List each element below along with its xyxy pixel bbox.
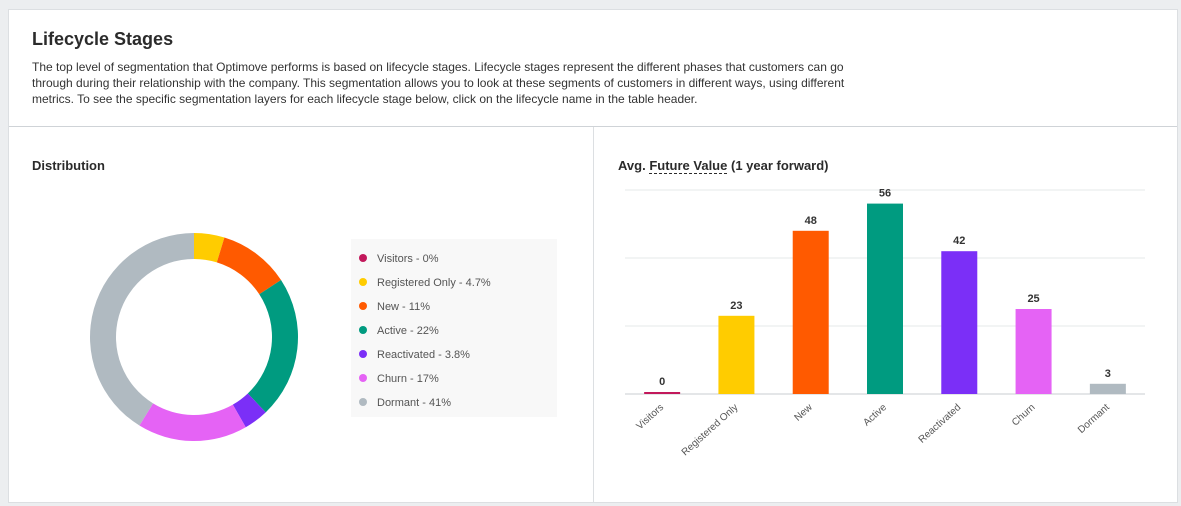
future-value-title-suffix: (1 year forward): [730, 158, 829, 173]
distribution-title: Distribution: [32, 158, 105, 173]
bar-churn[interactable]: [1015, 309, 1052, 394]
legend-item-active[interactable]: Active - 22%: [359, 324, 439, 338]
bar-value-label: 48: [805, 215, 817, 227]
legend-label: Reactivated - 3.8%: [377, 349, 470, 361]
future-value-title: Avg. Future Value (1 year forward): [618, 158, 829, 174]
donut-slice-dormant[interactable]: [89, 233, 194, 426]
bar-value-label: 23: [730, 300, 742, 312]
donut-slice-active[interactable]: [247, 280, 298, 413]
card-header: Lifecycle Stages The top level of segmen…: [9, 10, 1177, 127]
future-value-link[interactable]: Future Value: [649, 158, 728, 174]
x-tick-label-churn[interactable]: Churn: [1010, 402, 1038, 428]
legend-dot-icon: [359, 302, 367, 311]
bar-active[interactable]: [867, 203, 903, 394]
bar-new[interactable]: [792, 230, 829, 394]
x-tick-label-reactivated[interactable]: Reactivated: [917, 402, 964, 446]
legend-item-dormant[interactable]: Dormant - 41%: [359, 396, 451, 410]
bar-visitors[interactable]: [644, 392, 681, 394]
legend-dot-icon: [359, 326, 367, 335]
legend-label: Active - 22%: [377, 325, 439, 337]
legend-label: New - 11%: [377, 301, 430, 313]
future-value-title-prefix: Avg.: [618, 158, 646, 173]
legend-item-new[interactable]: New - 11%: [359, 300, 430, 314]
legend-label: Registered Only - 4.7%: [377, 277, 491, 289]
bar-value-label: 42: [953, 235, 965, 247]
lifecycle-stages-card: Lifecycle Stages The top level of segmen…: [8, 9, 1178, 503]
bar-value-label: 25: [1027, 293, 1039, 305]
x-tick-label-active[interactable]: Active: [861, 402, 889, 429]
bar-value-label: 56: [879, 188, 891, 200]
legend-item-registered-only[interactable]: Registered Only - 4.7%: [359, 276, 491, 290]
x-tick-label-new[interactable]: New: [792, 402, 815, 424]
page-title: Lifecycle Stages: [32, 29, 174, 49]
legend-item-visitors[interactable]: Visitors - 0%: [359, 252, 439, 266]
legend-item-churn[interactable]: Churn - 17%: [359, 372, 439, 386]
legend-label: Dormant - 41%: [377, 397, 451, 409]
legend-dot-icon: [359, 350, 367, 359]
legend-dot-icon: [359, 398, 367, 407]
bar-registered-only[interactable]: [718, 315, 755, 394]
x-tick-label-dormant[interactable]: Dormant: [1076, 402, 1112, 436]
legend-item-reactivated[interactable]: Reactivated - 3.8%: [359, 348, 470, 362]
legend-dot-icon: [359, 254, 367, 263]
panel-divider: [593, 127, 594, 503]
distribution-legend: Visitors - 0% Registered Only - 4.7% New -…: [351, 239, 557, 417]
legend-dot-icon: [359, 278, 367, 287]
x-tick-label-registered-only[interactable]: Registered Only: [680, 402, 741, 458]
bar-value-label: 3: [1105, 368, 1111, 380]
donut-slice-registered-only[interactable]: [194, 233, 225, 263]
bar-value-label: 0: [659, 376, 665, 388]
legend-label: Visitors - 0%: [377, 253, 439, 265]
donut-slice-churn[interactable]: [139, 403, 246, 441]
distribution-donut-chart: [89, 233, 298, 441]
x-tick-label-visitors[interactable]: Visitors: [635, 402, 667, 432]
legend-dot-icon: [359, 374, 367, 383]
bar-reactivated[interactable]: [941, 251, 978, 394]
page-description: The top level of segmentation that Optim…: [32, 60, 845, 106]
bar-dormant[interactable]: [1089, 383, 1126, 394]
donut-slice-new[interactable]: [216, 237, 282, 295]
donut-slice-reactivated[interactable]: [232, 393, 266, 428]
legend-label: Churn - 17%: [377, 373, 439, 385]
future-value-bar-chart: 0 Visitors 23 Registered Only 48 New 56 Active 4…: [625, 188, 1145, 458]
